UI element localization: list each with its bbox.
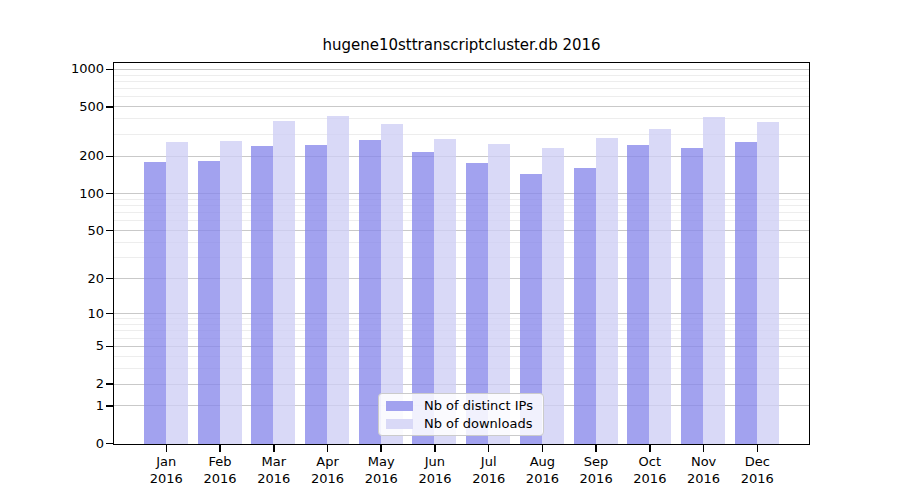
y-tick-1000 (106, 69, 113, 71)
bar-nb-of-downloads-aug (542, 148, 564, 444)
y-tick-label-0: 0 (40, 436, 104, 452)
bar-nb-of-distinct-ips-jan (144, 162, 166, 444)
bar-nb-of-downloads-mar (273, 121, 295, 444)
bar-nb-of-distinct-ips-nov (681, 148, 703, 444)
y-tick-200 (106, 156, 113, 158)
bar-nb-of-downloads-nov (703, 117, 725, 444)
gridline-minor-600 (114, 96, 809, 97)
y-tick-label-2: 2 (40, 376, 104, 392)
x-tick-nov (703, 445, 705, 452)
bar-nb-of-downloads-apr (327, 116, 349, 444)
y-tick-20 (106, 278, 113, 280)
y-tick-label-5: 5 (40, 338, 104, 354)
chart-figure: hugene10sttranscriptcluster.db 2016 0 1 2 5… (0, 0, 900, 500)
x-tick-sep (595, 445, 597, 452)
x-tick-mar (273, 445, 275, 452)
legend-swatch-distinct-ips (386, 401, 413, 411)
y-tick-label-1000: 1000 (40, 61, 104, 77)
plot-area (113, 62, 810, 445)
x-tick-label-dec: Dec2016 (725, 453, 789, 487)
x-tick-aug (542, 445, 544, 452)
bar-nb-of-distinct-ips-mar (251, 146, 273, 444)
y-tick-50 (106, 230, 113, 232)
x-tick-jan (166, 445, 168, 452)
y-tick-label-100: 100 (40, 186, 104, 202)
y-tick-label-200: 200 (40, 148, 104, 164)
y-tick-500 (106, 106, 113, 108)
x-tick-jun (434, 445, 436, 452)
y-tick-2 (106, 383, 113, 385)
y-tick-100 (106, 193, 113, 195)
bar-nb-of-downloads-oct (649, 129, 671, 444)
bar-nb-of-distinct-ips-feb (198, 161, 220, 444)
y-tick-0 (106, 443, 113, 445)
legend-label-downloads: Nb of downloads (424, 417, 532, 431)
bar-nb-of-distinct-ips-apr (305, 145, 327, 444)
y-tick-5 (106, 346, 113, 348)
bar-nb-of-downloads-jan (166, 142, 188, 444)
x-tick-feb (219, 445, 221, 452)
x-label-month: Dec (725, 453, 789, 470)
gridline-minor-900 (114, 75, 809, 76)
bar-nb-of-downloads-feb (220, 141, 242, 444)
x-tick-jul (488, 445, 490, 452)
x-tick-dec (757, 445, 759, 452)
y-tick-label-10: 10 (40, 306, 104, 322)
x-tick-oct (649, 445, 651, 452)
gridline-major-500 (114, 106, 809, 107)
legend: Nb of distinct IPs Nb of downloads (378, 393, 544, 436)
y-tick-1 (106, 405, 113, 407)
bar-nb-of-distinct-ips-sep (574, 168, 596, 444)
legend-label-distinct-ips: Nb of distinct IPs (424, 399, 533, 413)
y-tick-label-500: 500 (40, 99, 104, 115)
legend-row-distinct-ips: Nb of distinct IPs (379, 399, 543, 413)
bar-nb-of-downloads-dec (757, 122, 779, 444)
y-tick-label-50: 50 (40, 223, 104, 239)
legend-swatch-downloads (386, 419, 413, 429)
x-tick-apr (327, 445, 329, 452)
bar-nb-of-distinct-ips-dec (735, 142, 757, 444)
gridline-major-1000 (114, 69, 809, 70)
legend-row-downloads: Nb of downloads (379, 417, 543, 431)
x-label-year: 2016 (725, 470, 789, 487)
gridline-minor-800 (114, 81, 809, 82)
bar-nb-of-downloads-sep (596, 138, 618, 444)
chart-title: hugene10sttranscriptcluster.db 2016 (113, 36, 810, 54)
x-tick-may (380, 445, 382, 452)
gridline-minor-700 (114, 88, 809, 89)
y-tick-10 (106, 313, 113, 315)
y-tick-label-1: 1 (40, 398, 104, 414)
y-tick-label-20: 20 (40, 271, 104, 287)
bar-nb-of-distinct-ips-oct (627, 145, 649, 444)
